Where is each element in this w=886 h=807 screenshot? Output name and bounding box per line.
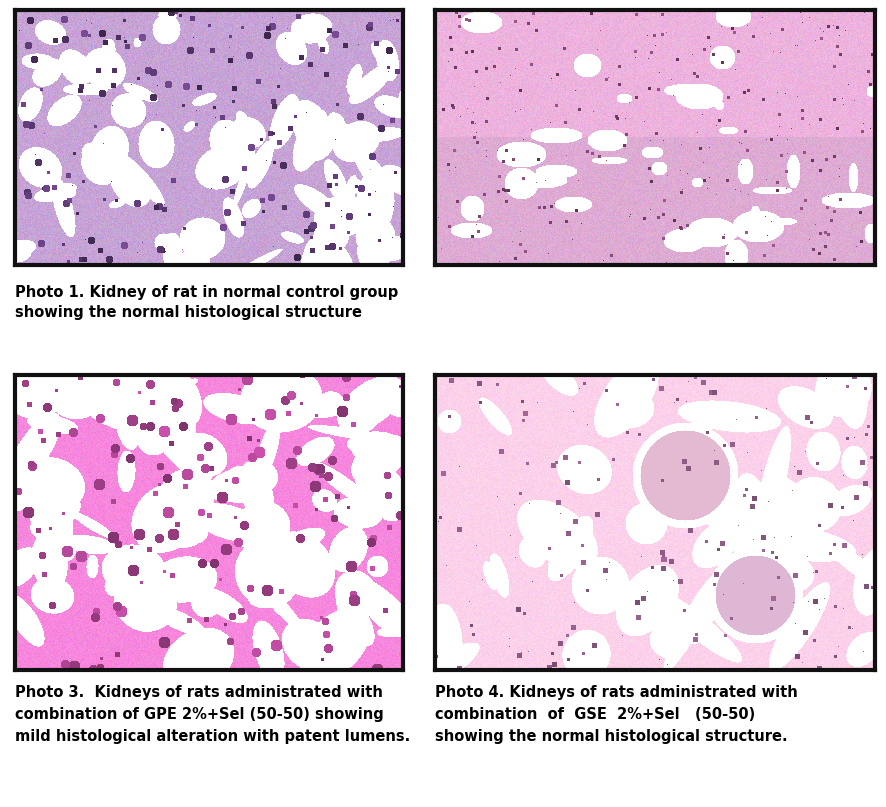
Text: Photo 4. Kidneys of rats administrated with
combination  of  GSE  2%+Sel   (50-5: Photo 4. Kidneys of rats administrated w… — [434, 685, 797, 744]
Text: Photo 1. Kidney of rat in normal control group
showing the normal histological s: Photo 1. Kidney of rat in normal control… — [15, 285, 398, 320]
Text: Photo 3.  Kidneys of rats administrated with
combination of GPE 2%+Sel (50-50) s: Photo 3. Kidneys of rats administrated w… — [15, 685, 410, 744]
